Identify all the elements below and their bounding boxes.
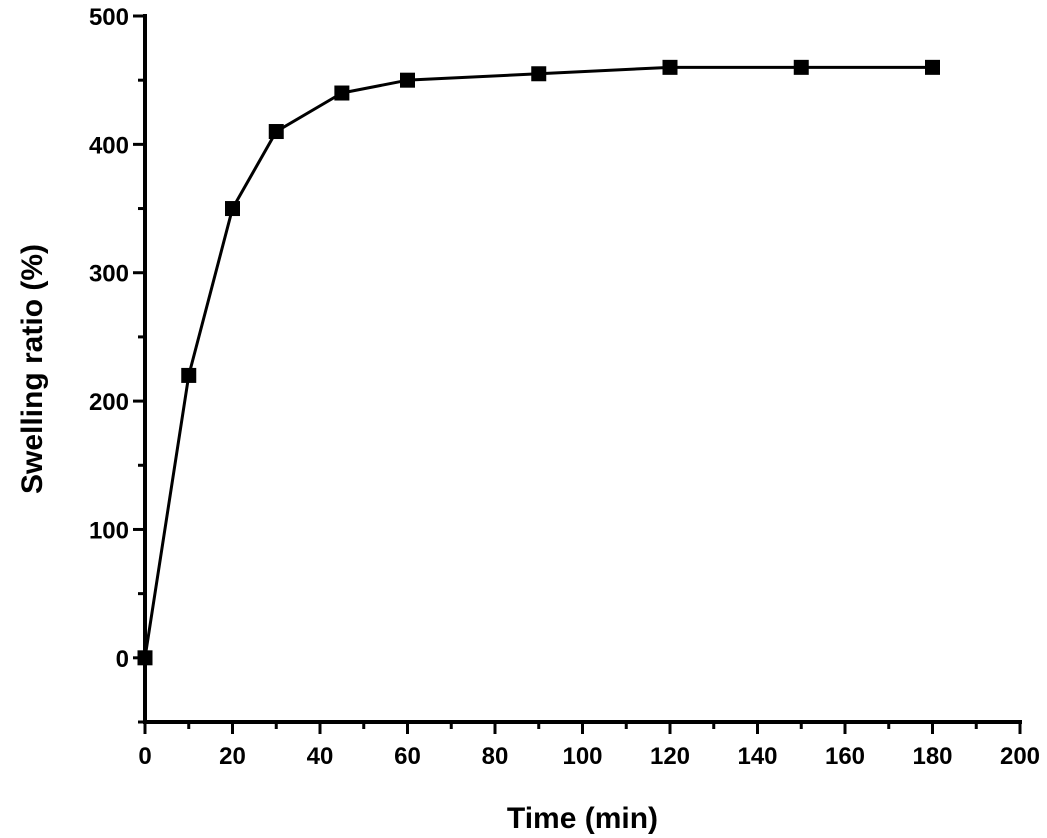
data-point-marker (662, 59, 678, 75)
x-tick-label: 180 (912, 743, 952, 770)
x-tick-label: 40 (307, 743, 334, 770)
data-point-marker (793, 59, 809, 75)
data-point-marker (181, 367, 197, 383)
data-point-marker (400, 72, 415, 88)
data-point-marker (334, 85, 350, 101)
y-tick-label: 200 (89, 389, 129, 416)
y-axis-title: Swelling ratio (%) (16, 244, 49, 494)
series-layer (137, 59, 940, 666)
x-tick-label: 200 (1000, 743, 1040, 770)
data-point-marker (137, 650, 153, 666)
x-tick-label: 100 (562, 743, 602, 770)
y-tick-label: 400 (89, 132, 129, 159)
data-point-marker (225, 201, 240, 217)
x-tick-label: 160 (825, 743, 865, 770)
x-tick-label: 0 (138, 743, 151, 770)
x-tick-label: 120 (650, 743, 690, 770)
axes (143, 14, 1022, 724)
series-line (143, 65, 933, 659)
x-axis-title: Time (min) (507, 802, 658, 835)
y-tick-label: 100 (89, 517, 129, 544)
data-point-marker (268, 124, 284, 140)
data-point-marker (925, 59, 940, 75)
y-tick-label: 500 (89, 4, 129, 31)
y-tick-label: 0 (116, 646, 129, 673)
ticks: 0 20 40 60 80 100 120 140 160 180 200 0 100 200 300 400… (89, 4, 1040, 770)
y-tick-label: 300 (89, 261, 129, 288)
x-tick-label: 20 (219, 743, 246, 770)
x-tick-label: 80 (482, 743, 509, 770)
x-tick-label: 60 (394, 743, 421, 770)
x-tick-label: 140 (737, 743, 777, 770)
data-point-marker (531, 66, 547, 82)
